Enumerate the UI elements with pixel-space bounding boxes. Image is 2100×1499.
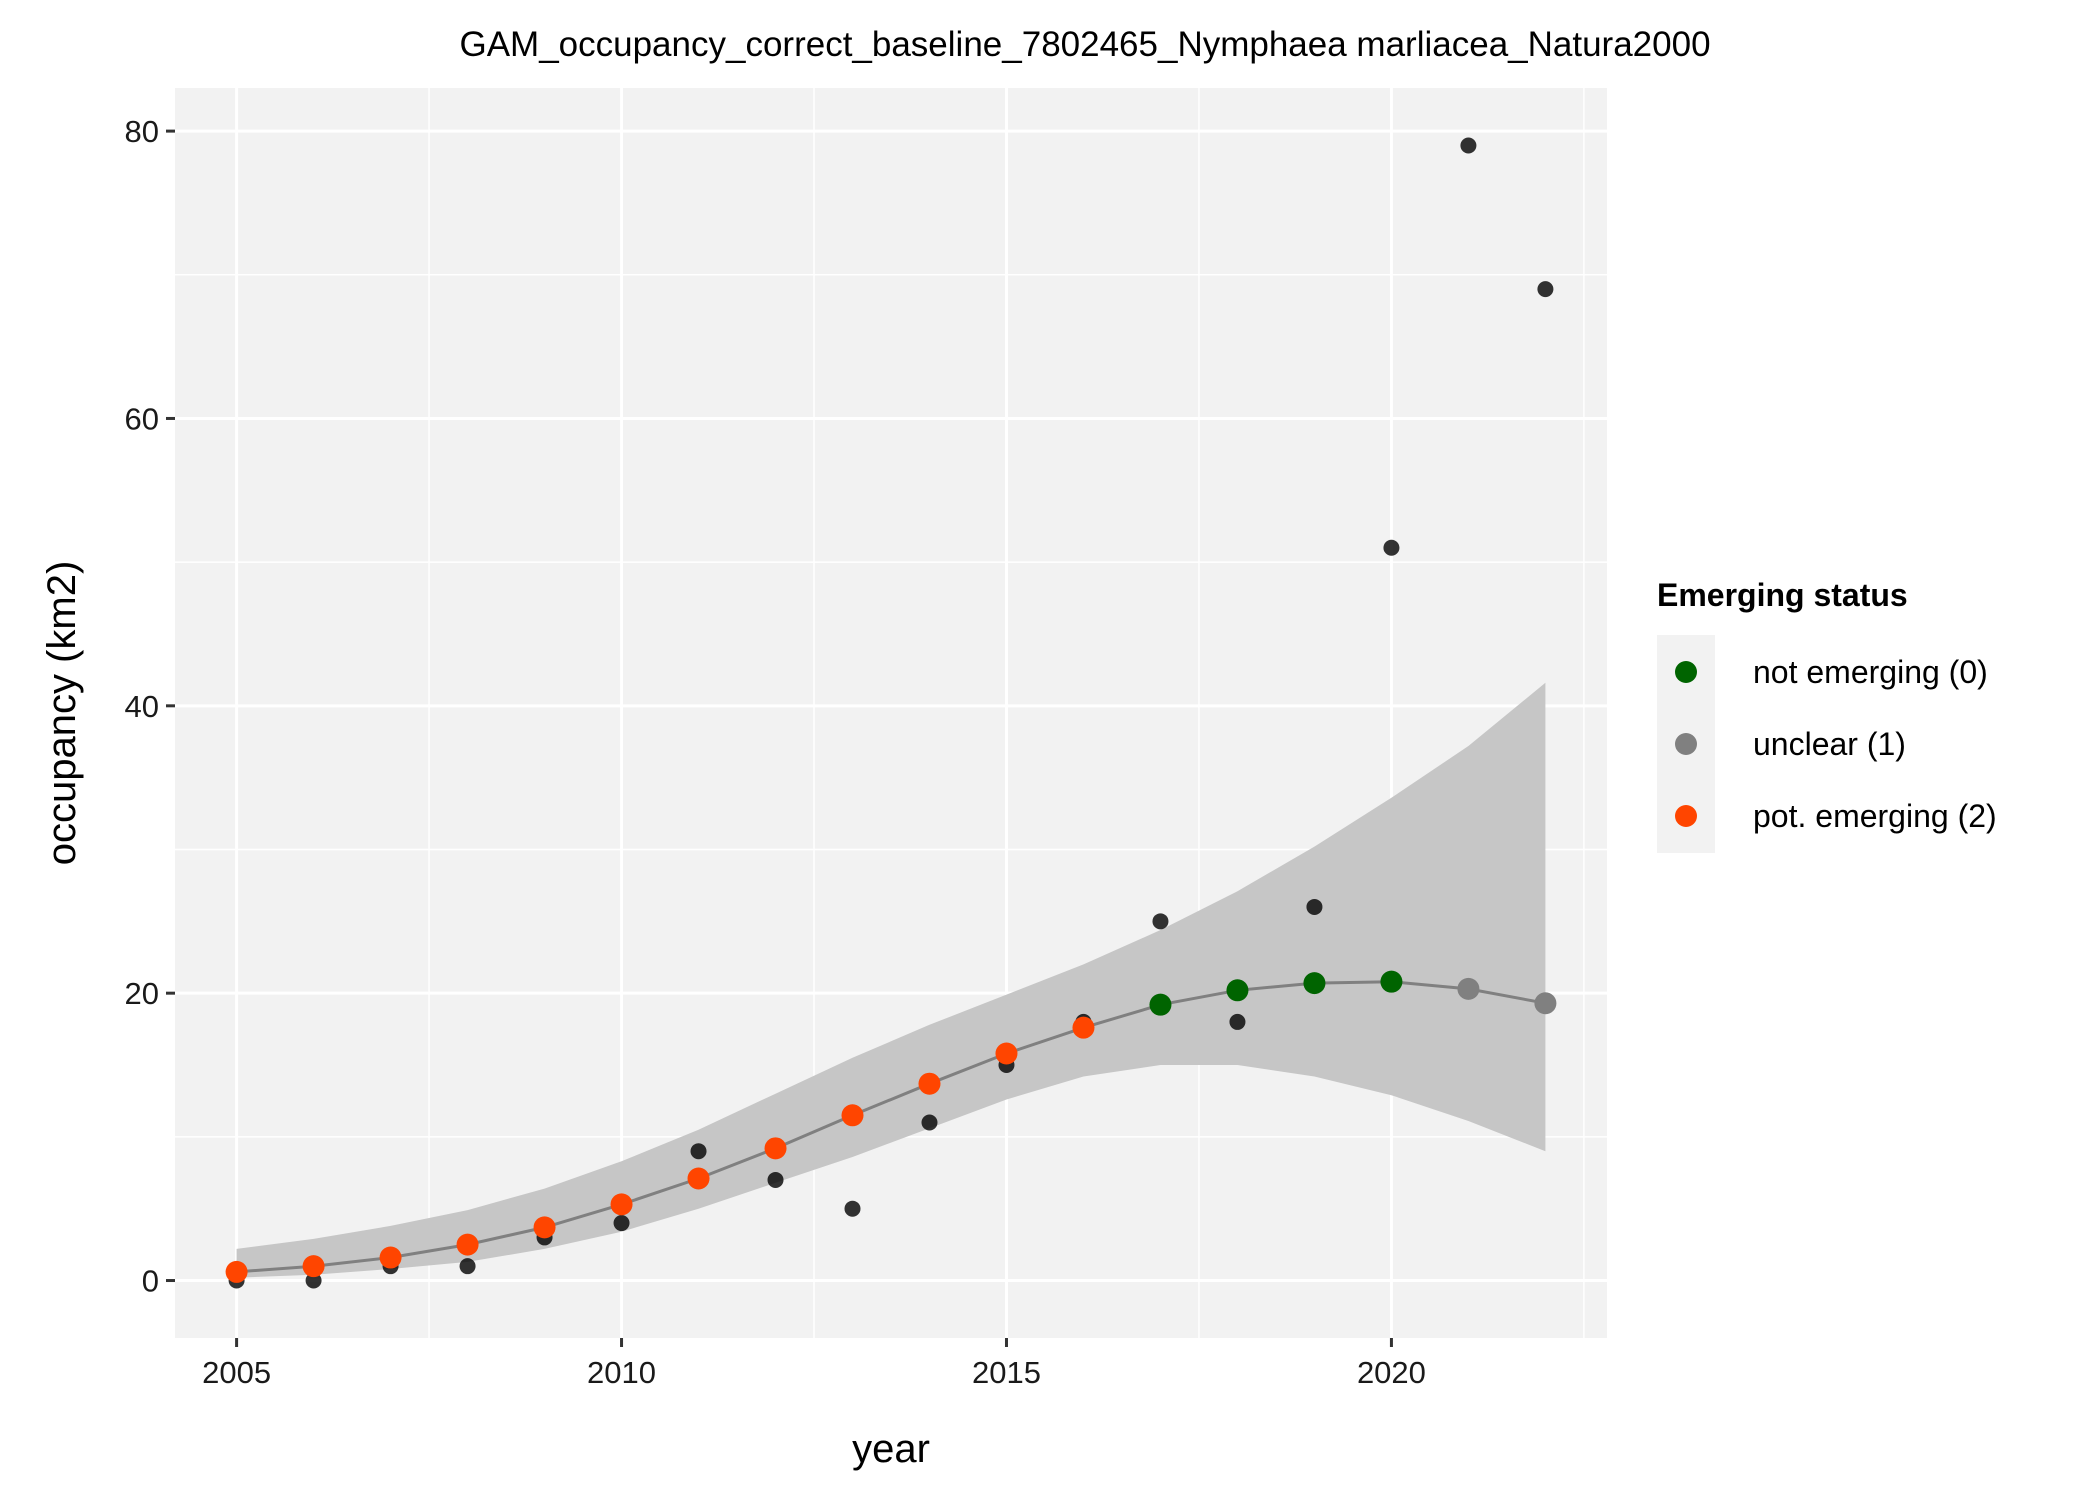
gam-fit-point <box>1149 993 1172 1016</box>
observed-point <box>1229 1013 1246 1030</box>
observed-point <box>690 1143 707 1160</box>
gam-fit-point <box>1380 970 1403 993</box>
gam-fit-line-layer <box>236 980 1546 1274</box>
confidence-ribbon-layer <box>236 682 1546 1278</box>
observed-point <box>1537 281 1554 298</box>
legend-label: pot. emerging (2) <box>1753 798 1997 834</box>
gam-fit-point <box>1072 1016 1095 1039</box>
gam-fit-point <box>918 1072 941 1095</box>
chart-title: GAM_occupancy_correct_baseline_7802465_N… <box>459 25 1710 64</box>
gam-fit-line <box>236 980 1546 1274</box>
legend: Emerging status not emerging (0) unclear … <box>1657 577 1997 853</box>
observed-point <box>1306 898 1323 915</box>
gam-fit-point <box>764 1137 787 1160</box>
legend-key <box>1675 661 1697 683</box>
y-tick-label: 40 <box>125 689 159 724</box>
gam-fit-point <box>302 1255 325 1278</box>
y-axis-title: occupancy (km2) <box>40 561 84 866</box>
gam-fit-point <box>995 1042 1018 1065</box>
x-axis: 2005 2010 2015 2020 <box>202 1338 1426 1390</box>
legend-key <box>1675 733 1697 755</box>
gam-fit-point <box>533 1216 556 1239</box>
x-tick-label: 2015 <box>972 1355 1041 1390</box>
y-tick-label: 0 <box>142 1264 159 1299</box>
x-tick-label: 2010 <box>587 1355 656 1390</box>
observed-point <box>1460 137 1477 154</box>
y-tick-label: 60 <box>125 401 159 436</box>
observed-point <box>459 1258 476 1275</box>
observed-point <box>767 1171 784 1188</box>
y-tick-label: 80 <box>125 114 159 149</box>
legend-label: unclear (1) <box>1753 726 1906 762</box>
gam-fit-point <box>225 1260 248 1283</box>
observed-point <box>1383 539 1400 556</box>
gam-fit-point <box>1303 972 1326 995</box>
x-tick-label: 2020 <box>1357 1355 1426 1390</box>
gam-fit-point <box>610 1193 633 1216</box>
legend-key <box>1675 805 1697 827</box>
grid-major <box>175 88 1607 1338</box>
x-tick-label: 2005 <box>202 1355 271 1390</box>
gam-fit-point <box>841 1104 864 1127</box>
observed-point <box>1152 913 1169 930</box>
y-axis: 0 20 40 60 80 <box>125 114 175 1299</box>
gam-fit-points-layer <box>225 970 1557 1283</box>
observed-point <box>305 1272 322 1289</box>
legend-title: Emerging status <box>1657 577 1908 613</box>
gam-fit-point <box>1457 977 1480 1000</box>
confidence-ribbon <box>236 682 1546 1278</box>
observed-point <box>844 1200 861 1217</box>
legend-entries: not emerging (0) unclear (1) pot. emerging… <box>1675 654 1997 834</box>
y-tick-label: 20 <box>125 976 159 1011</box>
observed-point <box>613 1215 630 1232</box>
gam-fit-point <box>456 1233 479 1256</box>
x-axis-title: year <box>852 1427 930 1471</box>
legend-label: not emerging (0) <box>1753 654 1988 690</box>
gam-fit-point <box>1226 979 1249 1002</box>
gam-fit-point <box>379 1246 402 1269</box>
gam-fit-point <box>1534 992 1557 1015</box>
gam-fit-point <box>687 1167 710 1190</box>
observed-point <box>921 1114 938 1131</box>
